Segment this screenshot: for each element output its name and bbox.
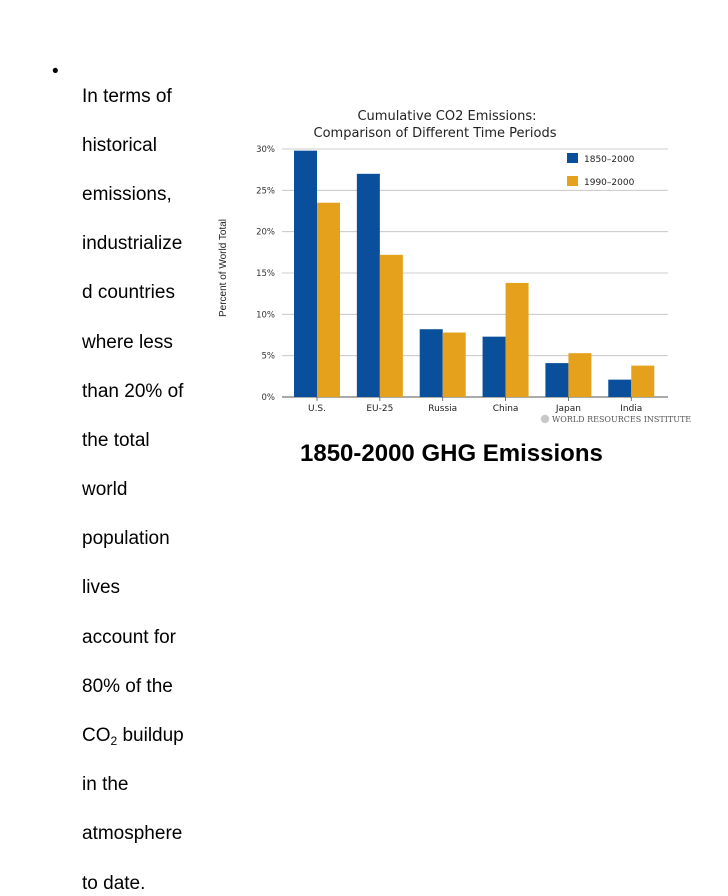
bullet-line: emissions, <box>82 183 172 205</box>
bullet-line: account for <box>82 626 176 648</box>
bullet-line: population <box>82 528 170 550</box>
bullet-line: where less <box>82 331 173 353</box>
bar-0 <box>608 379 632 397</box>
legend-swatch <box>567 153 578 163</box>
emissions-chart: Cumulative CO2 Emissions: Comparison of D… <box>218 109 691 424</box>
bar-0 <box>419 329 443 397</box>
bar-1 <box>568 353 592 397</box>
y-tick-label: 30% <box>256 145 275 155</box>
x-tick-label: India <box>620 404 642 414</box>
bar-1 <box>317 202 340 397</box>
bullet-line: In terms of <box>82 85 172 107</box>
bar-0 <box>482 336 506 397</box>
bar-1 <box>379 254 403 397</box>
bullet-line: to date. <box>82 872 146 894</box>
y-axis-label: Percent of World Total <box>218 219 229 317</box>
bullet-line: the total <box>82 429 150 451</box>
legend-label: 1850–2000 <box>584 155 635 165</box>
bullet-marker: • <box>52 61 59 82</box>
slide-caption: 1850-2000 GHG Emissions <box>300 440 603 467</box>
bullet-line: atmosphere <box>82 823 183 845</box>
bullet-line: than 20% of <box>82 380 184 402</box>
source-logo-icon <box>540 414 550 424</box>
x-tick-label: Russia <box>428 404 457 414</box>
legend-label: 1990–2000 <box>584 178 635 188</box>
chart-title: Cumulative CO2 Emissions: <box>357 109 536 124</box>
buildup-text: buildup <box>117 725 184 747</box>
bar-0 <box>356 173 380 397</box>
bullet-line: in the <box>82 774 129 796</box>
bar-1 <box>505 282 529 397</box>
bullet-line: industrialize <box>82 233 183 255</box>
source-credit: WORLD RESOURCES INSTITUTE <box>552 415 691 424</box>
co2-text: CO <box>82 725 111 747</box>
bar-1 <box>631 365 655 397</box>
bullet-line: historical <box>82 134 157 156</box>
y-tick-label: 20% <box>256 228 275 238</box>
bullet-line-co2: CO2 buildup <box>82 725 184 749</box>
y-tick-label: 15% <box>256 269 275 279</box>
x-tick-label: EU-25 <box>366 404 393 414</box>
x-tick-label: Japan <box>555 404 581 414</box>
bullet-line: lives <box>82 577 121 599</box>
x-tick-label: U.S. <box>308 404 326 414</box>
bullet-line: d countries <box>82 282 175 304</box>
bullet-line: world <box>82 479 128 501</box>
x-tick-label: China <box>493 404 519 414</box>
legend-swatch <box>567 176 578 186</box>
co2-subscript: 2 <box>110 734 118 749</box>
chart-subtitle: Comparison of Different Time Periods <box>314 126 557 141</box>
y-tick-label: 25% <box>256 186 275 196</box>
bar-0 <box>294 150 317 397</box>
y-tick-label: 0% <box>262 393 276 403</box>
y-tick-label: 5% <box>262 352 276 362</box>
bullet-line: 80% of the <box>82 675 173 697</box>
bar-1 <box>442 332 466 397</box>
y-tick-label: 10% <box>256 310 275 320</box>
bar-0 <box>545 363 569 397</box>
